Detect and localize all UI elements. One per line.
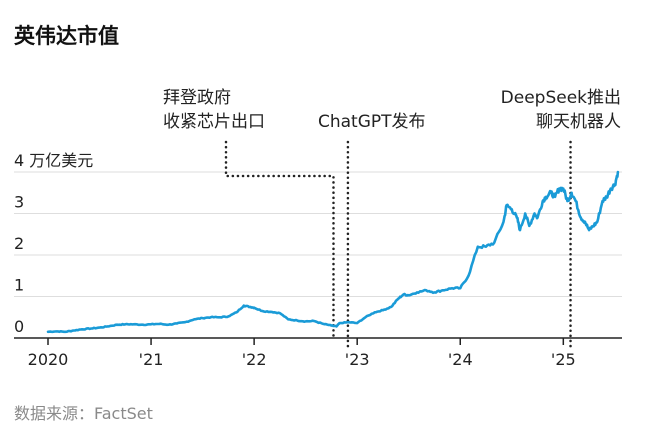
source-note: 数据来源：FactSet bbox=[14, 404, 153, 423]
x-tick-label: '23 bbox=[345, 350, 370, 369]
y-tick-label: 0 bbox=[14, 317, 24, 336]
x-tick-label: '25 bbox=[551, 350, 576, 369]
gridlines bbox=[14, 171, 622, 345]
series bbox=[46, 170, 620, 334]
x-tick-label: '24 bbox=[448, 350, 473, 369]
y-tick-label: 1 bbox=[14, 276, 24, 295]
y-unit-label: 4 万亿美元 bbox=[14, 151, 93, 170]
x-tick-label: '22 bbox=[242, 350, 267, 369]
y-tick-label: 2 bbox=[14, 234, 24, 253]
annotation-deepseek-text: 聊天机器人 bbox=[536, 112, 621, 132]
chart-title: 英伟达市值 bbox=[14, 24, 119, 48]
market-cap-line bbox=[46, 170, 620, 334]
annotation-leader-export-controls bbox=[224, 140, 335, 340]
y-tick-label: 3 bbox=[14, 193, 24, 212]
x-tick-label: '21 bbox=[139, 350, 164, 369]
axis-labels: 0 1 2 3 4 万亿美元 2020 '21 '22 '23 '24 '25 bbox=[14, 151, 576, 369]
annotation-chatgpt-text: ChatGPT发布 bbox=[318, 112, 426, 132]
annotation-deepseek-text: DeepSeek推出 bbox=[501, 88, 621, 108]
x-tick-label: 2020 bbox=[28, 350, 69, 369]
annotation-export-controls-text: 拜登政府 bbox=[163, 88, 231, 108]
annotation-export-controls-text: 收紧芯片出口 bbox=[163, 112, 265, 132]
